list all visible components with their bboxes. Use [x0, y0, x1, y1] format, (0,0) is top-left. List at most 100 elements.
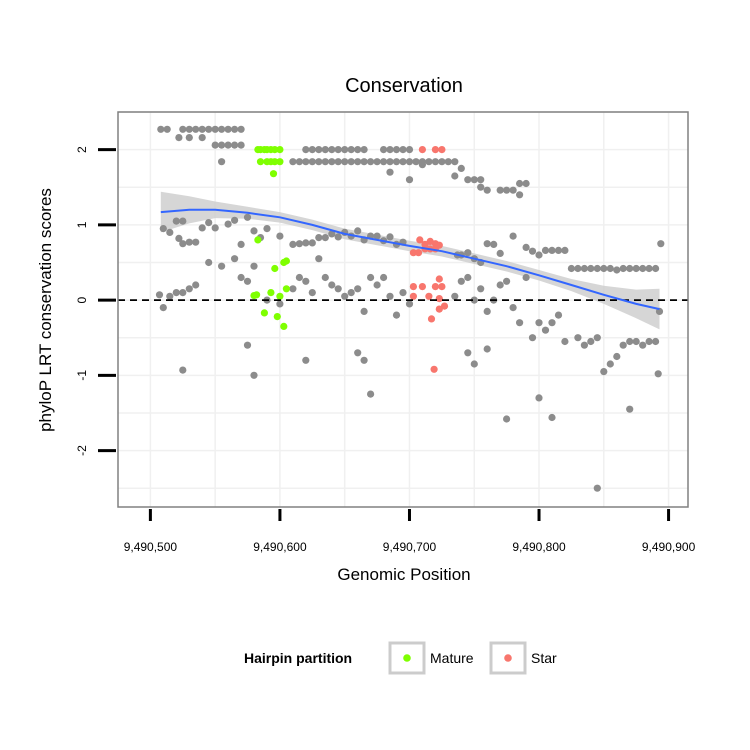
data-point-other [179, 217, 187, 225]
data-point-other [172, 289, 180, 297]
data-point-other [613, 352, 621, 361]
data-point-mature [276, 146, 284, 154]
data-point-other [328, 230, 336, 238]
data-point-star [409, 283, 417, 291]
data-point-other [392, 311, 401, 319]
data-point-other [464, 273, 472, 282]
data-point-other [295, 273, 303, 282]
data-point-other [373, 232, 381, 240]
data-point-other [606, 360, 614, 368]
data-point-other [354, 146, 362, 154]
data-point-other [302, 158, 310, 166]
data-point-star [438, 283, 446, 291]
data-point-other [626, 405, 634, 413]
data-point-other [477, 285, 485, 293]
data-point-mature [260, 309, 268, 317]
data-point-other [561, 246, 569, 254]
series-mature [250, 146, 290, 330]
data-point-other [224, 125, 232, 133]
data-point-other [464, 349, 472, 357]
data-point-other [295, 240, 303, 248]
data-point-other [157, 125, 165, 133]
data-point-mature [273, 313, 281, 321]
data-point-other [477, 183, 485, 191]
data-point-other [315, 158, 323, 166]
data-point-other [574, 264, 582, 273]
data-point-other [477, 176, 485, 184]
data-point-other [645, 337, 653, 346]
data-point-other [289, 240, 297, 248]
data-point-other [405, 158, 414, 166]
data-point-other [321, 158, 329, 166]
x-tick-label: 9,490,600 [253, 540, 307, 554]
data-point-other [231, 216, 239, 224]
data-point-other [554, 311, 563, 319]
data-point-other [535, 251, 543, 259]
x-axis: 9,490,500 9,490,600 9,490,700 9,490,800 9,49… [124, 509, 696, 554]
data-point-other [522, 273, 530, 282]
data-point-mature [276, 158, 284, 166]
data-point-other [470, 176, 478, 184]
data-point-other [354, 158, 362, 166]
data-point-other [308, 146, 316, 154]
data-point-other [483, 307, 491, 315]
data-point-other [224, 141, 232, 149]
data-point-other [179, 289, 187, 297]
data-point-mature [271, 158, 279, 166]
data-point-other [464, 176, 472, 184]
data-point-star [414, 249, 423, 257]
data-point-other [373, 281, 381, 289]
data-point-other [516, 319, 524, 327]
data-point-other [308, 158, 316, 166]
x-tick-label: 9,490,700 [383, 540, 437, 554]
data-point-other [561, 337, 569, 346]
data-point-other [412, 158, 420, 166]
x-tick-label: 9,490,500 [124, 540, 178, 554]
data-point-other [218, 141, 226, 149]
data-point-mature [276, 292, 284, 300]
data-point-other [243, 341, 252, 349]
data-point-star [431, 146, 439, 154]
data-point-other [315, 146, 323, 154]
data-point-other [619, 264, 627, 273]
y-tick-label: 2 [75, 146, 89, 153]
x-tick-label: 9,490,800 [512, 540, 566, 554]
data-point-other [354, 227, 362, 235]
data-point-other [503, 277, 511, 285]
data-point-other [367, 390, 375, 398]
legend: Hairpin partition Mature Star [244, 641, 557, 675]
data-point-mature [280, 322, 288, 330]
data-point-star [435, 241, 443, 249]
data-point-other [509, 232, 517, 240]
data-point-mature [267, 289, 275, 297]
data-point-other [593, 334, 601, 342]
data-point-other [341, 158, 349, 166]
data-point-other [373, 158, 381, 166]
data-point-mature [280, 258, 288, 267]
data-point-other [334, 233, 342, 241]
data-point-other [509, 304, 517, 312]
data-point-star [418, 146, 426, 154]
data-point-star [435, 275, 443, 283]
data-point-other [205, 258, 213, 267]
panel-border [117, 111, 689, 508]
data-point-other [159, 225, 167, 233]
data-point-other [205, 219, 213, 227]
data-point-other [613, 266, 621, 274]
data-point-mature [271, 264, 279, 273]
data-point-other [341, 146, 349, 154]
data-point-other [237, 141, 245, 149]
data-point-other [554, 246, 563, 254]
data-point-other [541, 246, 550, 254]
data-point-other [237, 273, 245, 282]
data-point-other [276, 232, 284, 240]
data-point-other [289, 285, 297, 293]
data-point-other [386, 146, 394, 154]
data-point-other [315, 255, 323, 263]
data-point-other [237, 240, 245, 248]
data-point-other [470, 296, 478, 304]
data-point-other [380, 158, 388, 166]
data-point-other [175, 134, 183, 142]
data-point-star [427, 315, 436, 323]
data-point-other [535, 394, 543, 402]
